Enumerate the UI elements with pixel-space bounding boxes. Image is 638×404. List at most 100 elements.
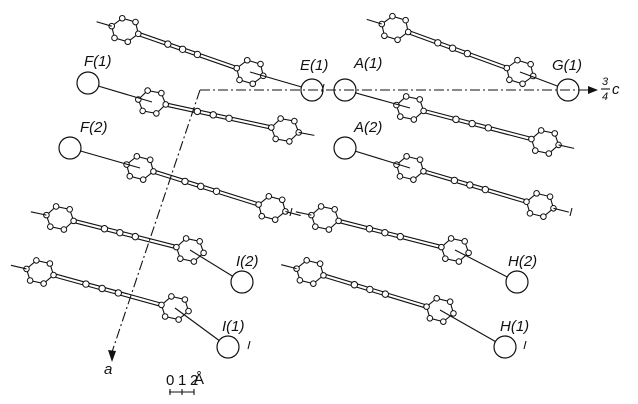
atom: [179, 46, 185, 52]
axis-label: c: [612, 81, 620, 98]
atom: [515, 57, 521, 63]
atom: [449, 45, 455, 51]
symmetry-mark: [248, 341, 250, 349]
atom: [532, 148, 538, 154]
atom: [411, 117, 417, 123]
atom: [541, 214, 547, 220]
bond: [324, 274, 427, 305]
atom: [194, 108, 200, 114]
fraction-numerator: 3: [602, 76, 609, 88]
atom: [318, 204, 324, 210]
bond: [139, 32, 237, 66]
atom-label: I(2): [236, 253, 259, 270]
atom: [351, 282, 357, 288]
iodine-atom: [334, 137, 356, 159]
atom: [174, 244, 180, 250]
atom: [469, 120, 475, 126]
atom: [297, 277, 303, 283]
atom: [197, 239, 203, 245]
atom: [453, 116, 459, 122]
atom: [250, 81, 256, 87]
atom: [403, 94, 409, 100]
atom: [154, 111, 160, 117]
bond: [423, 173, 526, 203]
atom: [237, 77, 243, 83]
atom-label: H(1): [500, 318, 529, 335]
atom-label: F(2): [80, 119, 108, 136]
atom: [524, 199, 530, 205]
atom: [390, 13, 396, 19]
atom: [165, 41, 171, 47]
atom-label: A(1): [353, 55, 382, 72]
atom: [101, 226, 107, 232]
atom: [125, 39, 131, 45]
atom: [417, 157, 423, 163]
atom: [417, 97, 423, 103]
atom: [435, 40, 441, 46]
atom: [287, 139, 293, 145]
atom: [256, 202, 262, 208]
atom: [529, 136, 535, 142]
atom: [51, 272, 57, 278]
atom: [326, 227, 332, 233]
atom: [182, 297, 188, 303]
atom: [411, 177, 417, 183]
scale-bar: 012Å: [166, 371, 204, 395]
atom: [210, 112, 216, 118]
atom: [546, 151, 552, 157]
atom: [547, 194, 553, 200]
atom: [439, 244, 445, 250]
atom: [53, 204, 59, 210]
atom-label: G(1): [552, 57, 582, 74]
atom: [528, 61, 534, 67]
atom: [507, 77, 513, 83]
atom: [244, 57, 250, 63]
iodine-atom: [59, 137, 81, 159]
iodine-atom: [506, 271, 528, 293]
atom: [191, 259, 197, 265]
atom: [48, 224, 54, 230]
atom: [127, 173, 133, 179]
atom: [71, 218, 77, 224]
atom: [311, 281, 317, 287]
atom: [269, 125, 275, 131]
atom: [332, 207, 338, 213]
symmetry-mark: [290, 208, 292, 216]
bond: [138, 35, 236, 69]
bond: [339, 219, 442, 245]
atom: [451, 311, 457, 317]
atom: [366, 226, 372, 232]
bond: [154, 170, 259, 203]
bond: [153, 173, 258, 206]
bond: [408, 33, 507, 69]
atom: [176, 317, 182, 323]
atom: [99, 285, 105, 291]
bond: [409, 30, 508, 66]
atom: [482, 186, 488, 192]
atom: [258, 61, 264, 67]
atom: [447, 299, 453, 305]
bond: [338, 222, 441, 248]
atom: [397, 114, 403, 120]
crystal-structure: F(1) E(1) A(1) G(1) F(2) A(2) I(2) H(2) …: [0, 0, 638, 404]
atom: [279, 197, 285, 203]
bond: [166, 103, 272, 126]
bond: [74, 219, 177, 245]
atom: [145, 88, 151, 94]
atom: [278, 116, 284, 122]
atom: [194, 51, 200, 57]
atom: [266, 194, 272, 200]
atom: [159, 90, 165, 96]
atom: [464, 50, 470, 56]
atom: [140, 108, 146, 114]
atom: [441, 319, 447, 325]
atom-label: F(1): [84, 53, 112, 70]
atom: [140, 177, 146, 183]
atom: [504, 65, 510, 71]
atom: [273, 136, 279, 142]
bond: [73, 222, 176, 248]
symmetry-mark: [570, 208, 572, 216]
scale-tick-label: 0: [166, 372, 174, 389]
atom: [395, 37, 401, 43]
atom: [272, 217, 278, 223]
